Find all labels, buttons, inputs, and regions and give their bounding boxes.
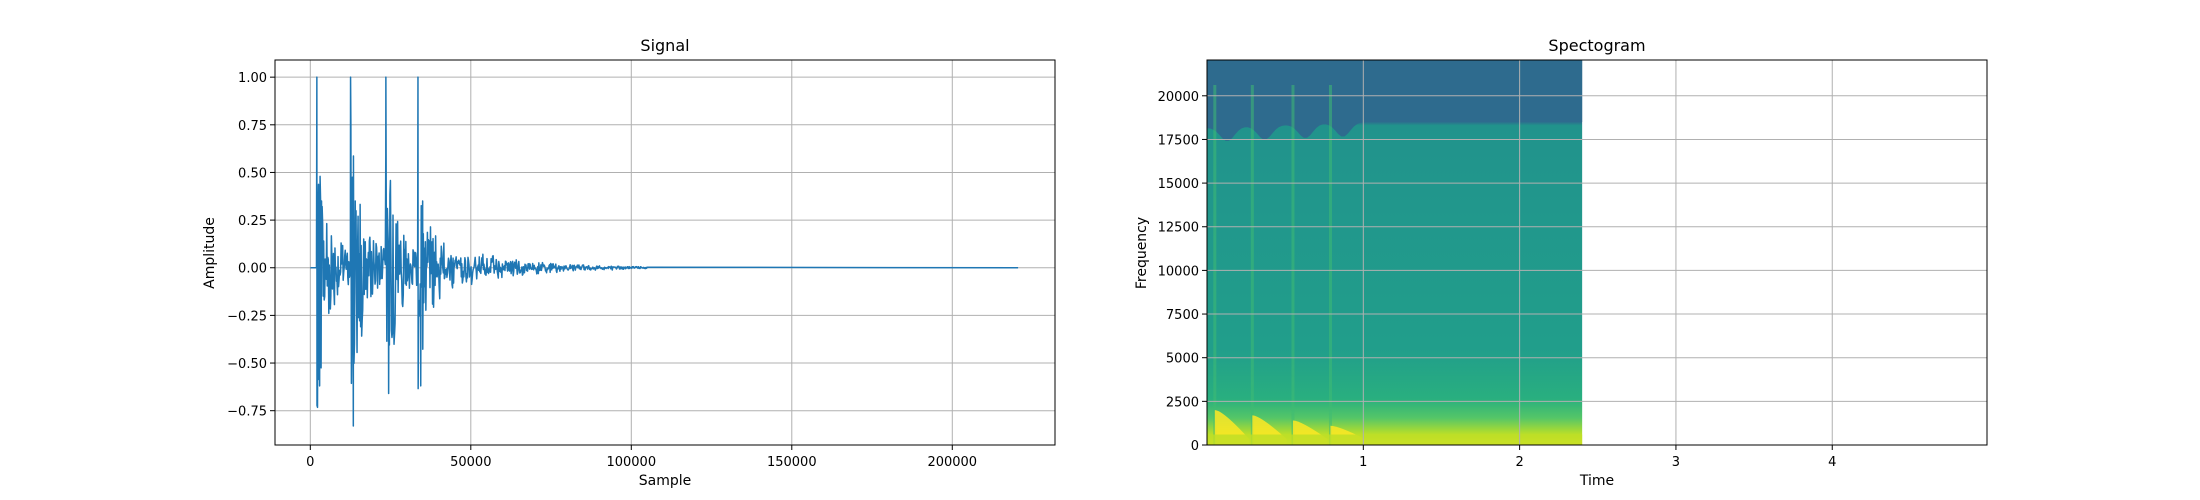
signal-y-tick-label: 0.50	[238, 166, 267, 181]
signal-line-group	[310, 76, 1019, 427]
spectrogram-y-tick-label: 0	[1191, 439, 1199, 454]
signal-y-ticks: −0.75 −0.50 −0.25 0.00 0.25 0.50 0.75 1.00	[227, 71, 275, 420]
signal-x-tick-label: 150000	[767, 455, 817, 470]
spectrogram-x-tick-label: 2	[1515, 455, 1523, 470]
spectrogram-y-ticks: 0 2500 5000 7500 10000 12500 15000 17500 20000	[1158, 90, 1207, 454]
signal-x-axis-label: Sample	[639, 473, 692, 489]
signal-panel: Signal 0 50000 100000 150000 200000 −0.75−0.…	[202, 36, 1056, 489]
spectrogram-title: Spectogram	[1548, 36, 1645, 55]
signal-y-tick-label: −0.50	[227, 357, 267, 372]
spectrogram-y-tick-label: 2500	[1166, 395, 1199, 410]
signal-title: Signal	[640, 36, 689, 55]
signal-y-tick-label: 0.25	[238, 214, 267, 229]
spectrogram-x-tick-label: 3	[1672, 455, 1680, 470]
signal-x-tick-label: 0	[306, 455, 314, 470]
signal-y-tick-label: 0.75	[238, 119, 267, 134]
spectrogram-panel: Spectogram 1 2 3 4 0 2500 5000 7500 10000 12500 1…	[1134, 36, 1988, 489]
spectrogram-y-tick-label: 17500	[1158, 133, 1199, 148]
signal-x-ticks: 0 50000 100000 150000 200000	[306, 445, 977, 470]
signal-y-tick-label: 0.00	[238, 262, 267, 277]
spectrogram-onset-streak	[1291, 85, 1295, 445]
signal-x-tick-label: 200000	[927, 455, 977, 470]
spectrogram-x-axis-label: Time	[1579, 473, 1614, 489]
signal-y-tick-label: −0.25	[227, 309, 267, 324]
spectrogram-image	[1207, 60, 1583, 445]
spectrogram-plot-frame	[1206, 59, 1988, 446]
signal-x-tick-label: 100000	[606, 455, 656, 470]
spectrogram-y-tick-label: 7500	[1166, 308, 1199, 323]
spectrogram-x-tick-label: 1	[1359, 455, 1367, 470]
spectrogram-low-floor	[1207, 434, 1583, 445]
signal-plot-frame	[274, 59, 1056, 446]
signal-series-line	[310, 76, 1019, 427]
spectrogram-y-tick-label: 15000	[1158, 177, 1199, 192]
signal-y-tick-label: 1.00	[238, 71, 267, 86]
spectrogram-y-axis-label: Frequency	[1134, 217, 1150, 289]
spectrogram-onset-streak	[1213, 85, 1217, 445]
signal-x-tick-label: 50000	[450, 455, 491, 470]
spectrogram-y-tick-label: 20000	[1158, 90, 1199, 105]
spectrogram-x-ticks: 1 2 3 4	[1359, 445, 1836, 470]
signal-y-tick-label: −0.75	[227, 405, 267, 420]
spectrogram-x-tick-label: 4	[1828, 455, 1836, 470]
signal-y-axis-label: Amplitude	[202, 217, 218, 289]
spectrogram-onset-streak	[1250, 85, 1254, 445]
spectrogram-y-tick-label: 5000	[1166, 352, 1199, 367]
spectrogram-y-tick-label: 12500	[1158, 221, 1199, 236]
spectrogram-onset-streak	[1328, 85, 1332, 445]
spectrogram-high-band	[1207, 60, 1583, 141]
spectrogram-y-tick-label: 10000	[1158, 264, 1199, 279]
